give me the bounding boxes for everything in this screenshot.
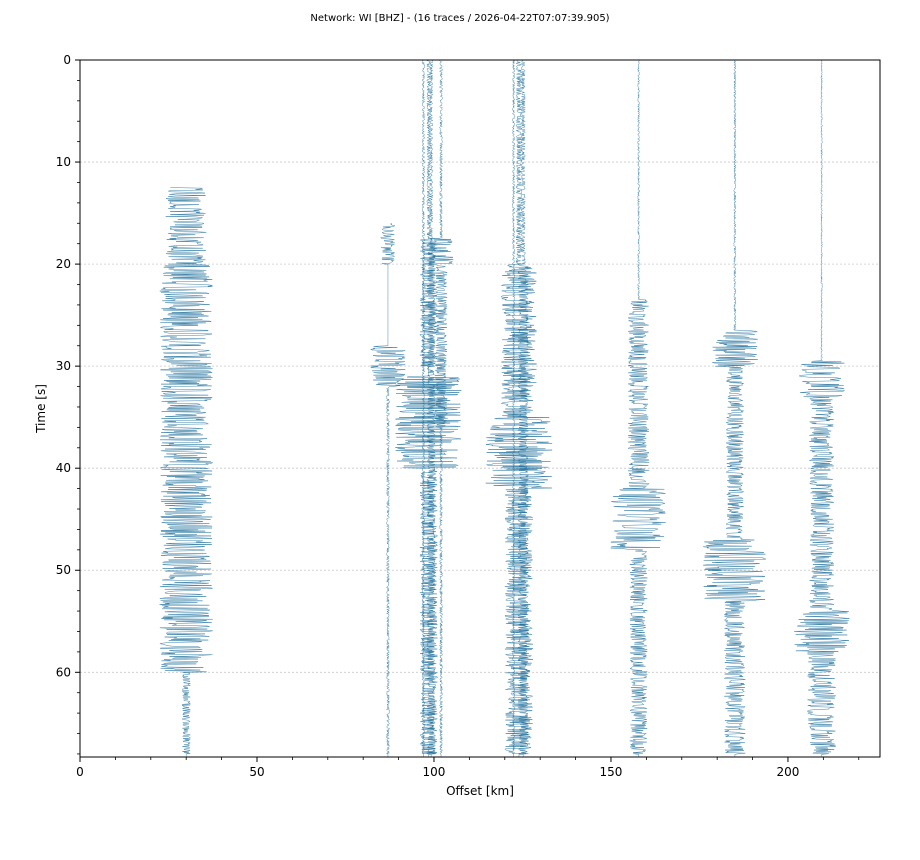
- seismic-trace: [516, 59, 530, 757]
- seismic-trace: [425, 59, 437, 757]
- y-tick-label: 30: [56, 359, 71, 373]
- seismic-trace: [610, 59, 666, 757]
- y-tick-label: 40: [56, 461, 71, 475]
- y-tick-label: 60: [56, 665, 71, 679]
- grid-layer: [80, 161, 880, 673]
- seismic-trace: [159, 187, 214, 757]
- y-tick-label: 20: [56, 257, 71, 271]
- y-axis-label: Time [s]: [34, 384, 48, 434]
- plot-frame: [79, 59, 881, 758]
- x-tick-label: 150: [600, 765, 623, 779]
- seismic-trace: [794, 59, 850, 757]
- seismic-trace: [485, 59, 553, 757]
- x-tick-label: 50: [249, 765, 264, 779]
- x-tick-label: 100: [423, 765, 446, 779]
- y-tick-label: 0: [63, 53, 71, 67]
- y-tick-label: 50: [56, 563, 71, 577]
- seismic-trace: [395, 59, 462, 757]
- x-axis-label: Offset [km]: [446, 784, 514, 798]
- chart-title: Network: WI [BHZ] - (16 traces / 2026-04…: [310, 13, 610, 24]
- seismic-trace: [369, 223, 406, 757]
- trace-layer: [159, 59, 850, 757]
- x-tick-label: 0: [76, 765, 84, 779]
- seismic-trace: [703, 59, 766, 757]
- x-tick-label: 200: [777, 765, 800, 779]
- seismic-trace: [511, 59, 516, 757]
- seismic-trace: [429, 59, 454, 757]
- tick-layer: 0 50 100 150 200 0 10 20 30 40 50 60: [56, 53, 860, 779]
- y-tick-label: 10: [56, 155, 71, 169]
